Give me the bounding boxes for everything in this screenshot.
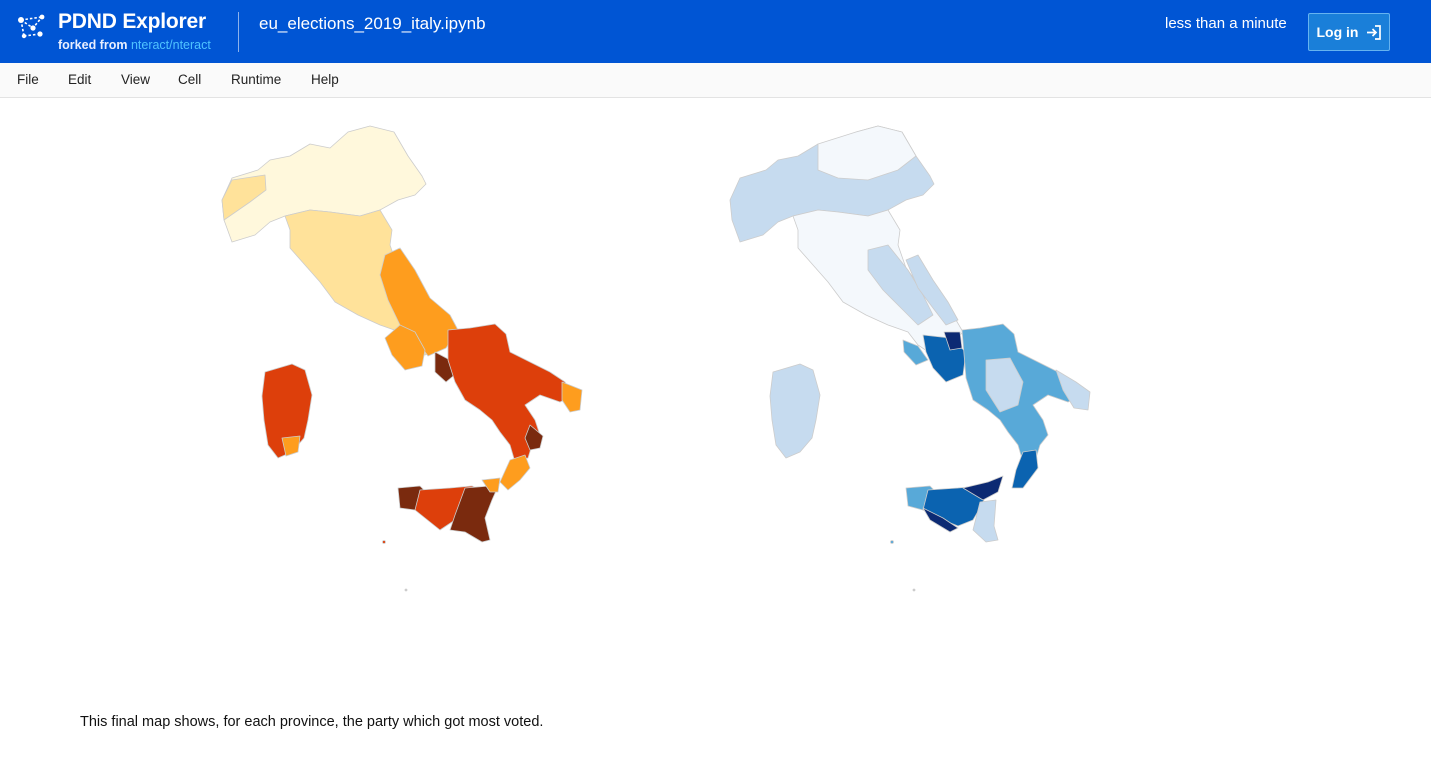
region-calabria-east <box>524 424 544 451</box>
region-sicily-southwest <box>922 507 959 533</box>
region-molise-dark <box>943 331 963 351</box>
fork-link[interactable]: nteract/nteract <box>130 38 211 52</box>
menu-edit[interactable]: Edit <box>68 72 92 87</box>
sardinia-group <box>261 363 313 459</box>
region-sicily-north <box>962 475 1004 501</box>
blue-choropleth-map <box>729 125 1091 592</box>
login-icon <box>1366 24 1381 40</box>
menu-bar: File Edit View Cell Runtime Help <box>0 63 1431 98</box>
login-label: Log in <box>1316 24 1359 40</box>
header-divider <box>238 12 239 52</box>
region-basilicata <box>985 357 1024 413</box>
fork-prefix: forked from <box>58 38 131 52</box>
saved-status: less than a minute <box>1165 15 1287 32</box>
region-south <box>447 323 573 463</box>
region-lazio-coast <box>902 339 929 366</box>
menu-runtime[interactable]: Runtime <box>231 72 282 87</box>
login-button[interactable]: Log in <box>1308 13 1390 51</box>
island-dot <box>890 540 894 544</box>
island-dot-2 <box>404 588 408 592</box>
menu-cell[interactable]: Cell <box>178 72 202 87</box>
logo-icon[interactable] <box>16 12 48 44</box>
region-west-north <box>221 174 267 221</box>
italy-mainland <box>221 125 583 491</box>
menu-view[interactable]: View <box>121 72 151 87</box>
region-northeast <box>817 125 917 181</box>
menu-help[interactable]: Help <box>311 72 339 87</box>
region-sicily-southeast <box>972 499 999 543</box>
region-adriatic <box>905 254 959 326</box>
island-dot <box>382 540 386 544</box>
region-sardinia <box>769 363 821 459</box>
menu-file[interactable]: File <box>17 72 39 87</box>
region-adriatic <box>379 247 459 357</box>
region-campania-west <box>384 324 426 371</box>
region-center-east <box>867 244 934 326</box>
region-north <box>221 125 427 243</box>
region-sicily-tip <box>481 477 501 493</box>
region-heel <box>561 381 583 413</box>
sicily-group <box>382 477 501 592</box>
region-calabria-south <box>1011 449 1039 489</box>
app-header: PDND Explorer forked from nteract/nterac… <box>0 0 1431 63</box>
region-heel <box>1055 369 1091 411</box>
notebook-title[interactable]: eu_elections_2019_italy.ipynb <box>259 14 486 33</box>
italy-mainland-blue <box>729 125 1091 489</box>
orange-choropleth-map <box>221 125 583 592</box>
region-sardinia-south <box>281 435 301 457</box>
sardinia-group-blue <box>769 363 821 459</box>
output-caption: This final map shows, for each province,… <box>80 714 544 730</box>
fork-info: forked from nteract/nteract <box>58 38 211 52</box>
app-name[interactable]: PDND Explorer <box>58 10 206 33</box>
island-dot-2 <box>912 588 916 592</box>
region-toe <box>499 454 531 491</box>
sicily-group-blue <box>890 475 1004 592</box>
